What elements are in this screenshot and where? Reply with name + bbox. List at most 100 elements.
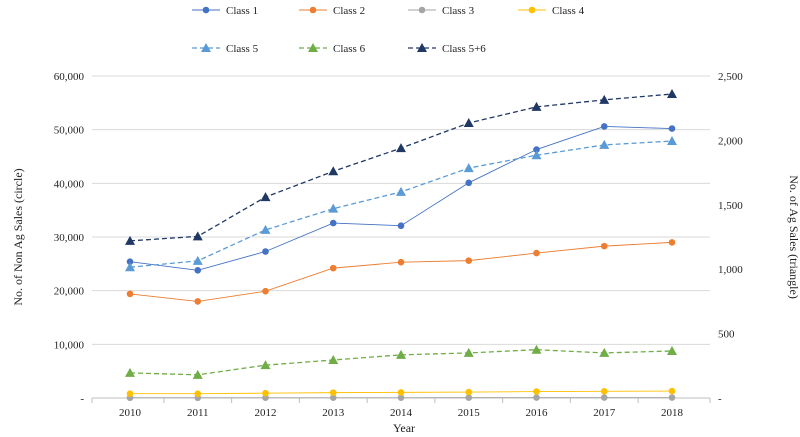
data-point	[194, 298, 202, 305]
data-point	[667, 89, 677, 99]
data-point	[533, 249, 540, 257]
data-point	[533, 146, 540, 153]
axes: - 10,000 20,000 30,000 40,000 50,000 60,000 - 50…	[54, 71, 744, 419]
data-point	[125, 235, 135, 245]
data-point	[600, 123, 608, 130]
legend-marker	[309, 6, 317, 14]
legend-item: Class 1	[192, 5, 258, 17]
data-point	[463, 347, 474, 357]
data-point	[260, 224, 271, 234]
legend-label: Class 5+6	[442, 43, 486, 55]
data-point	[126, 390, 134, 398]
right-y-tick-label: 1,000	[718, 264, 743, 276]
series-line	[129, 241, 673, 302]
data-point	[533, 394, 540, 401]
x-tick-label: 2015	[458, 407, 481, 419]
right-y-tick-label: -	[718, 393, 722, 405]
data-point	[192, 255, 203, 265]
legend-marker	[202, 6, 210, 14]
right-y-axis-title: No. of Ag Sales (triangle)	[787, 175, 800, 299]
series-class-1	[126, 123, 676, 274]
series-line	[129, 140, 673, 268]
series-class-5	[125, 136, 677, 272]
data-point	[531, 101, 542, 111]
data-point	[262, 389, 269, 397]
data-point	[329, 389, 337, 396]
left-y-axis-title: No. of Non Ag Sales (circle)	[11, 168, 25, 305]
series-line	[129, 93, 673, 242]
legend-label: Class 6	[333, 43, 366, 55]
data-point	[668, 394, 676, 401]
data-point	[668, 387, 676, 395]
data-point	[668, 239, 676, 246]
legend-label: Class 5	[226, 43, 259, 55]
data-point	[194, 266, 202, 274]
data-point	[396, 143, 406, 153]
data-point	[600, 394, 608, 401]
x-tick-label: 2013	[322, 407, 345, 419]
data-point	[329, 219, 337, 227]
data-point	[600, 387, 608, 395]
data-point	[396, 186, 406, 196]
series-class-6	[125, 344, 677, 379]
gridlines	[92, 75, 710, 345]
data-point	[260, 192, 271, 202]
data-point	[260, 360, 271, 370]
data-point	[328, 203, 339, 213]
x-tick-label: 2012	[255, 407, 277, 419]
data-point	[599, 139, 610, 149]
data-point	[599, 94, 610, 104]
data-point	[192, 231, 203, 241]
data-point	[329, 394, 337, 401]
x-tick-label: 2018	[661, 407, 684, 419]
data-point	[192, 369, 203, 379]
x-tick-label: 2010	[119, 407, 142, 419]
legend: Class 1 Class 2 Class 3 Class 4 Class 5 Class…	[192, 5, 585, 55]
data-point	[396, 349, 406, 359]
series-class-4	[126, 387, 676, 398]
data-point	[465, 388, 473, 396]
series-class-5-6	[125, 89, 677, 245]
x-tick-label: 2017	[593, 407, 616, 419]
series-layer	[125, 89, 677, 402]
data-point	[125, 262, 135, 272]
left-y-tick-label: 20,000	[54, 286, 85, 298]
right-y-tick-label: 1,500	[718, 200, 743, 212]
left-y-tick-label: 40,000	[54, 178, 85, 190]
data-point	[463, 163, 474, 173]
data-point	[397, 222, 405, 230]
data-point	[463, 118, 474, 128]
right-y-tick-label: 2,000	[718, 135, 743, 147]
left-y-tick-label: 50,000	[54, 125, 85, 137]
data-point	[531, 150, 542, 160]
data-point	[465, 179, 473, 187]
data-point	[600, 242, 608, 250]
data-point	[194, 390, 202, 398]
data-point	[533, 388, 540, 395]
legend-marker	[418, 6, 426, 14]
data-point	[262, 248, 269, 255]
series-class-2	[126, 239, 676, 305]
left-y-tick-label: 60,000	[54, 71, 85, 83]
data-point	[329, 264, 337, 272]
data-point	[531, 344, 542, 354]
legend-item: Class 4	[518, 5, 585, 17]
data-point	[126, 258, 134, 265]
data-point	[328, 166, 339, 176]
data-point	[397, 394, 405, 401]
left-y-tick-label: -	[80, 393, 84, 405]
x-tick-label: 2016	[526, 407, 549, 419]
x-tick-label: 2014	[390, 407, 413, 419]
data-point	[599, 347, 610, 357]
legend-marker	[308, 43, 318, 52]
left-y-tick-label: 30,000	[54, 232, 85, 244]
x-tick-label: 2011	[187, 407, 209, 419]
data-point	[397, 389, 405, 396]
data-point	[667, 345, 677, 355]
legend-item: Class 3	[408, 5, 475, 17]
legend-label: Class 3	[442, 5, 475, 17]
legend-label: Class 2	[333, 5, 365, 17]
left-y-tick-label: 10,000	[54, 339, 85, 351]
right-y-tick-label: 500	[718, 329, 735, 341]
